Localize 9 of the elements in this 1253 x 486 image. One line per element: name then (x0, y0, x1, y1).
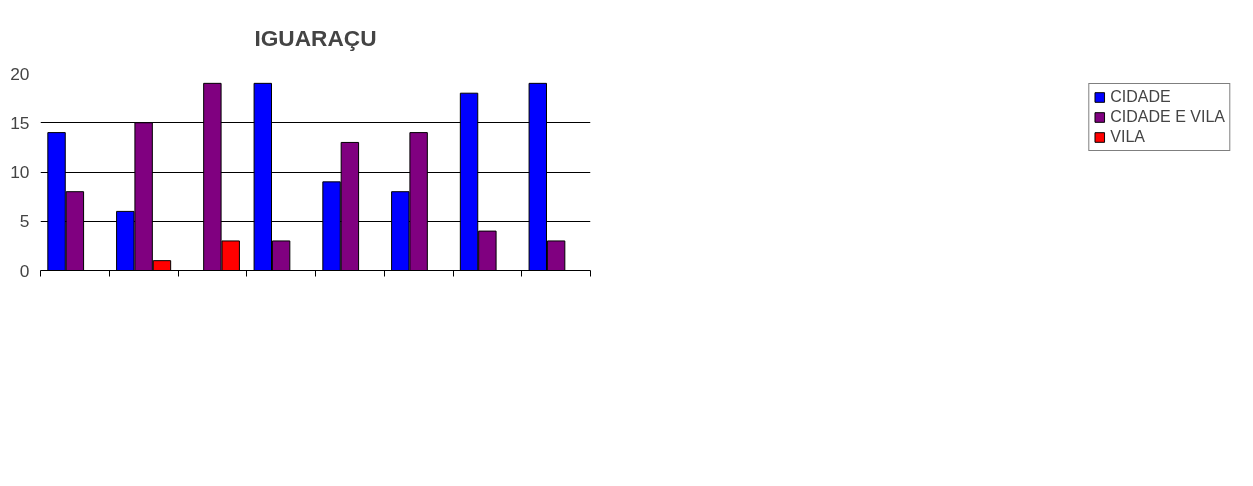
y-tick-label: 5 (19, 211, 30, 232)
chart-title: IGUARAÇU (254, 25, 377, 51)
y-tick-label: 15 (10, 112, 30, 133)
y-tick-label: 10 (10, 162, 30, 182)
y-tick-label: 20 (10, 63, 30, 84)
y-tick-label: 0 (19, 260, 30, 281)
legend-label: VILA (1110, 128, 1145, 146)
legend-label: CIDADE (1110, 88, 1171, 106)
legend-label: CIDADE E VILA (1110, 108, 1225, 126)
